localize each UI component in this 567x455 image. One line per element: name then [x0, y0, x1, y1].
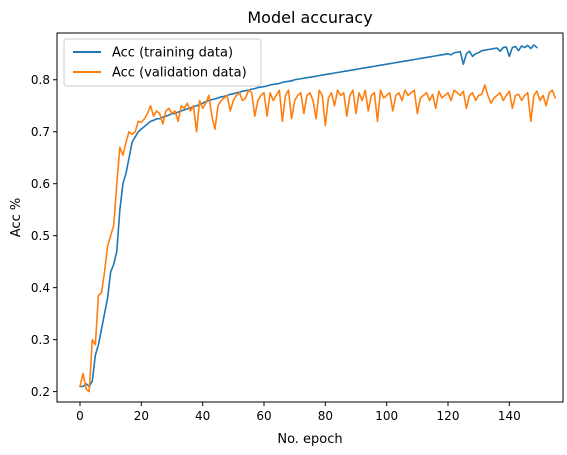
x-tick-label: 40 [195, 409, 210, 423]
legend: Acc (training data) Acc (validation data… [63, 38, 262, 87]
x-tick-label: 140 [498, 409, 521, 423]
x-tick-label: 20 [134, 409, 149, 423]
x-axis-ticks: 0 20 40 60 80 100 120 140 [76, 402, 521, 423]
legend-label-validation: Acc (validation data) [112, 66, 247, 81]
x-tick-label: 60 [256, 409, 271, 423]
x-tick-label: 0 [76, 409, 84, 423]
x-tick-label: 100 [375, 409, 398, 423]
y-tick-label: 0.8 [31, 73, 50, 87]
y-tick-label: 0.6 [31, 177, 50, 191]
training-accuracy-line [79, 44, 538, 388]
series-layer [79, 44, 557, 393]
y-tick-label: 0.7 [31, 125, 50, 139]
y-tick-label: 0.3 [31, 333, 50, 347]
y-axis-label: Acc % [9, 198, 24, 237]
x-tick-label: 120 [437, 409, 460, 423]
y-tick-label: 0.4 [31, 281, 50, 295]
x-tick-label: 80 [318, 409, 333, 423]
axes-frame [56, 32, 564, 403]
x-axis-label: No. epoch [277, 432, 342, 447]
chart-title: Model accuracy [247, 8, 372, 27]
validation-accuracy-line [79, 84, 557, 393]
plot-area [56, 32, 564, 403]
y-axis-ticks: 0.2 0.3 0.4 0.5 0.6 0.7 0.8 [31, 73, 57, 399]
y-tick-label: 0.5 [31, 229, 50, 243]
legend-box [63, 38, 262, 87]
y-tick-label: 0.2 [31, 385, 50, 399]
legend-label-training: Acc (training data) [112, 46, 233, 61]
